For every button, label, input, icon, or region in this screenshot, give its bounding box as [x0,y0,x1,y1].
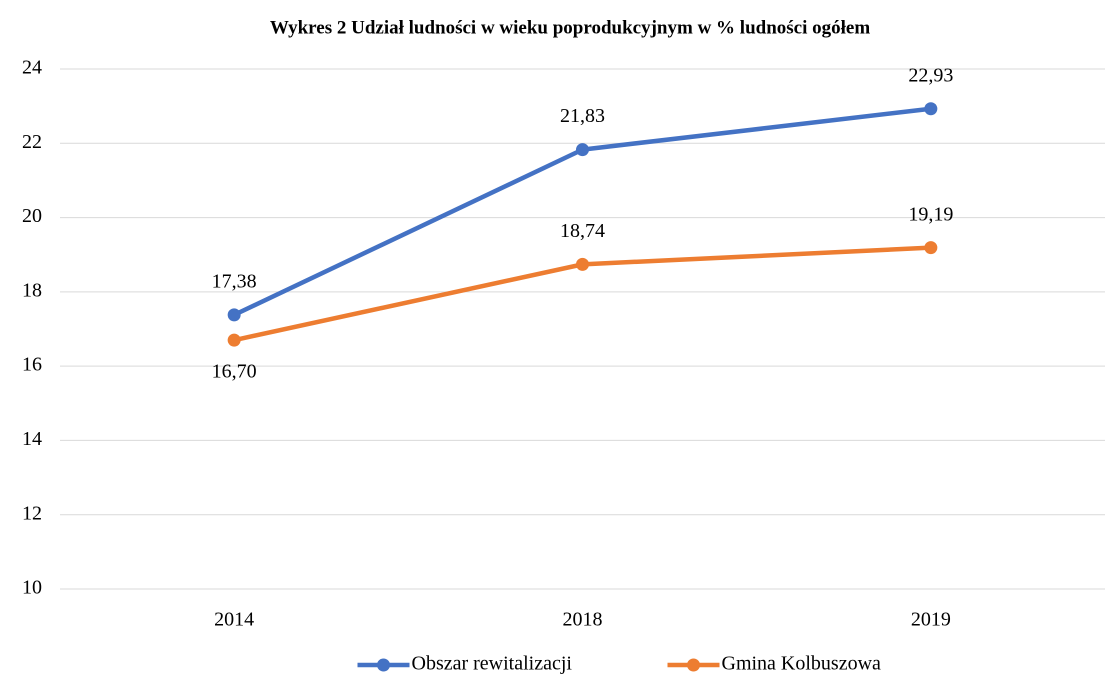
y-tick-label: 24 [22,57,42,79]
y-tick-label: 22 [22,131,42,153]
data-label: 18,74 [560,220,605,242]
y-tick-label: 16 [22,354,42,376]
legend-label: Gmina Kolbuszowa [722,653,882,675]
data-label: 17,38 [212,270,257,292]
data-point [576,257,589,271]
x-tick-label: 2018 [563,609,603,631]
y-tick-label: 14 [22,428,42,450]
x-tick-label: 2019 [911,609,951,631]
data-point [227,308,241,322]
y-tick-label: 18 [22,279,42,301]
y-tick-label: 10 [22,577,42,599]
series-line [233,106,932,317]
legend-marker [687,658,700,672]
chart-title: Wykres 2 Udział ludności w wieku poprodu… [270,17,871,38]
data-label: 22,93 [908,64,953,86]
data-point [924,241,938,255]
x-tick-label: 2014 [214,609,254,631]
data-label: 21,83 [560,105,605,127]
data-label: 19,19 [908,203,953,225]
data-point [227,333,241,347]
data-label: 16,70 [212,361,257,383]
y-tick-label: 20 [22,205,42,227]
legend-marker [377,658,390,672]
legend-label: Obszar rewitalizacji [412,653,573,675]
data-point [924,102,938,116]
data-point [576,143,589,157]
y-tick-label: 12 [22,502,42,524]
